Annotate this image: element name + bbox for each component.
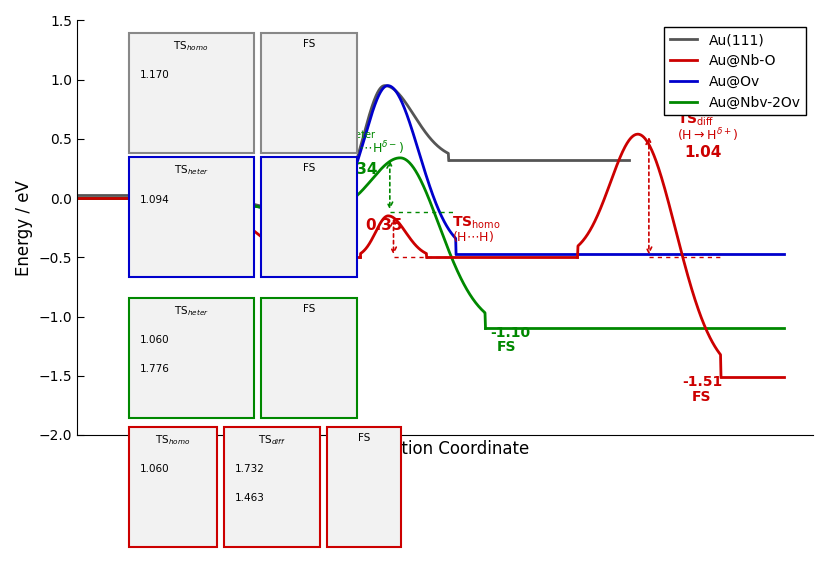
- X-axis label: Reaction Coordinate: Reaction Coordinate: [361, 440, 528, 458]
- Text: -1.10: -1.10: [490, 325, 530, 340]
- Bar: [224, 427, 319, 547]
- Legend: Au(111), Au@Nb-O, Au@Ov, Au@Nbv-2Ov: Au(111), Au@Nb-O, Au@Ov, Au@Nbv-2Ov: [663, 27, 805, 115]
- Text: 0.35: 0.35: [365, 218, 403, 233]
- Text: 0.34: 0.34: [340, 162, 378, 177]
- Text: FS: FS: [357, 433, 370, 443]
- Bar: [128, 427, 217, 547]
- Text: TS$_{heter}$: TS$_{heter}$: [174, 304, 208, 318]
- Text: FS: FS: [303, 164, 315, 173]
- Text: 1.776: 1.776: [140, 365, 170, 374]
- Bar: [128, 157, 253, 277]
- Text: TS$_{\rm heter}$: TS$_{\rm heter}$: [328, 124, 375, 141]
- Text: 1.094: 1.094: [140, 195, 170, 204]
- Text: -1.51: -1.51: [681, 375, 721, 390]
- Text: TS$_{heter}$: TS$_{heter}$: [174, 164, 208, 177]
- Text: (H$\cdots$H): (H$\cdots$H): [452, 229, 494, 244]
- Text: (H$\rightarrow$H$^{\delta+}$): (H$\rightarrow$H$^{\delta+}$): [676, 126, 738, 144]
- Bar: [261, 298, 356, 419]
- Text: FS: FS: [691, 390, 710, 404]
- Text: H$_2$: H$_2$: [158, 175, 179, 195]
- Text: 1.060: 1.060: [140, 336, 169, 345]
- Text: FS: FS: [303, 304, 315, 314]
- Y-axis label: Energy / eV: Energy / eV: [15, 179, 33, 275]
- Text: TS$_{diff}$: TS$_{diff}$: [258, 433, 285, 446]
- Text: TS$_{homo}$: TS$_{homo}$: [155, 433, 190, 446]
- Text: TS$_{\rm diff}$: TS$_{\rm diff}$: [676, 111, 714, 128]
- Text: (H$^{\delta+}$$\cdots$H$^{\delta-}$): (H$^{\delta+}$$\cdots$H$^{\delta-}$): [328, 139, 404, 157]
- Bar: [128, 298, 253, 419]
- Text: 1.732: 1.732: [235, 464, 265, 474]
- Bar: [261, 157, 356, 277]
- Bar: [327, 427, 400, 547]
- Text: 1.170: 1.170: [140, 70, 170, 80]
- Bar: [128, 33, 253, 153]
- Text: FS: FS: [496, 340, 515, 354]
- Text: TS$_{homo}$: TS$_{homo}$: [173, 39, 208, 53]
- Text: 1.463: 1.463: [235, 493, 265, 503]
- Text: H$_2^*$: H$_2^*$: [261, 227, 283, 252]
- Text: FS: FS: [303, 39, 315, 49]
- Text: 1.04: 1.04: [683, 145, 720, 160]
- Text: 1.060: 1.060: [140, 464, 169, 474]
- Bar: [261, 33, 356, 153]
- Text: TS$_{\rm homo}$: TS$_{\rm homo}$: [452, 215, 500, 231]
